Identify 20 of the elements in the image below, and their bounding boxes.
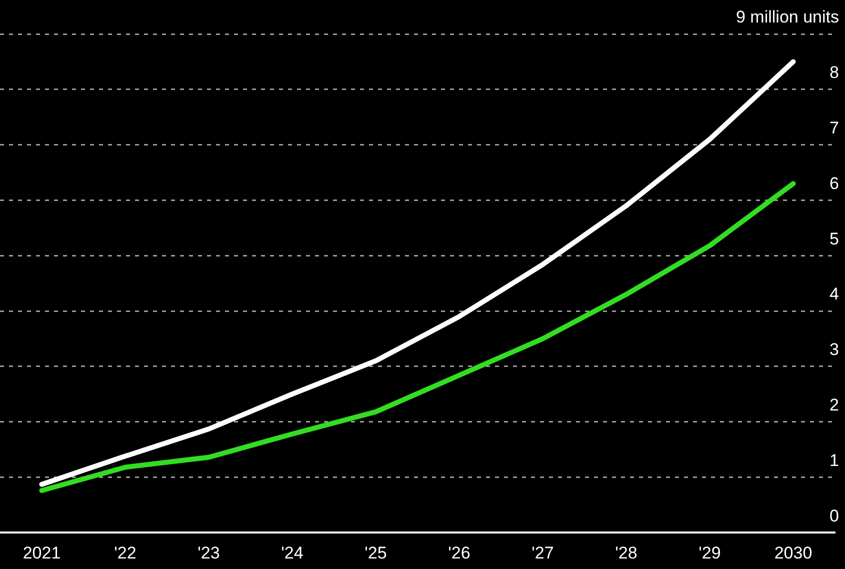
y-tick-label: 5 bbox=[830, 229, 839, 248]
y-tick-label: 4 bbox=[830, 284, 839, 304]
x-tick-label: '29 bbox=[698, 543, 721, 562]
y-tick-label: 8 bbox=[830, 63, 839, 82]
x-tick-label: '25 bbox=[364, 543, 387, 562]
y-tick-label: 7 bbox=[830, 118, 839, 138]
x-tick-label: '24 bbox=[281, 543, 304, 562]
x-tick-label: '28 bbox=[615, 543, 638, 562]
y-tick-label: 2 bbox=[830, 395, 839, 414]
x-tick-label: 2021 bbox=[22, 543, 61, 562]
x-tick-label: '27 bbox=[532, 543, 554, 562]
x-tick-label: '23 bbox=[198, 543, 220, 562]
x-tick-label: '22 bbox=[114, 543, 136, 562]
x-tick-label: 2030 bbox=[774, 543, 812, 562]
y-tick-label: 1 bbox=[830, 450, 839, 470]
y-tick-label: 0 bbox=[830, 506, 839, 526]
x-tick-label: '26 bbox=[448, 543, 470, 562]
y-tick-label: 9 million units bbox=[736, 8, 839, 27]
y-tick-label: 3 bbox=[830, 340, 839, 360]
y-tick-label: 6 bbox=[830, 174, 839, 193]
